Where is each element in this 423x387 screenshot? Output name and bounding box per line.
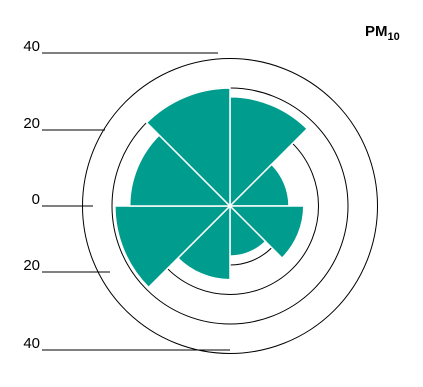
radial-tick-label: 0 xyxy=(32,191,40,208)
sector-bar xyxy=(145,87,231,208)
radial-tick-label: 40 xyxy=(23,38,40,55)
radial-tick-label: 20 xyxy=(23,257,40,274)
radial-tick-label: 20 xyxy=(23,115,40,132)
sector-bar xyxy=(128,134,232,207)
sector-bar xyxy=(114,205,232,289)
chart-title-subscript: 10 xyxy=(388,31,400,43)
radial-tick-labels: 40 20 0 20 40 xyxy=(23,38,230,352)
chart-title: PM10 xyxy=(365,23,400,43)
sector-bars xyxy=(114,87,309,289)
sector-bar xyxy=(176,204,231,281)
sector-bar xyxy=(229,96,309,208)
chart-title-main: PM xyxy=(365,23,388,40)
radial-tick-label: 40 xyxy=(23,335,40,352)
sector-bar xyxy=(228,205,305,260)
